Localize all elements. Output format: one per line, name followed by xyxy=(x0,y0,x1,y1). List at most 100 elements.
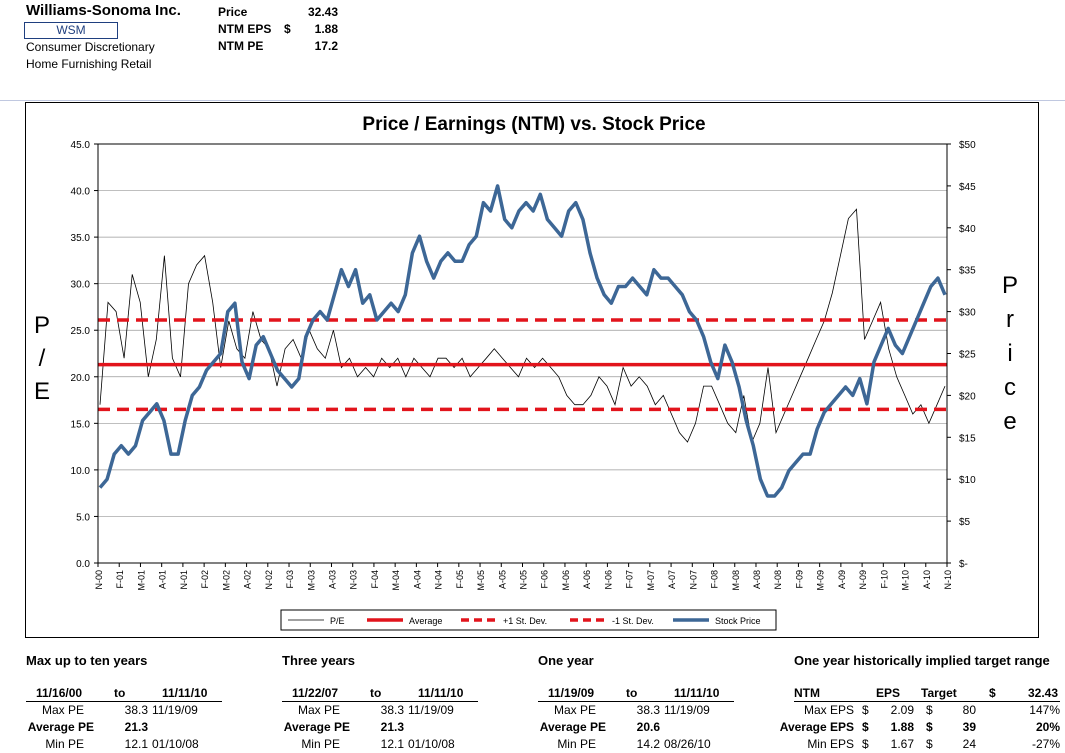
x-tick-label: M-01 xyxy=(136,570,146,591)
target-col-dollar: $ xyxy=(989,686,996,700)
x-tick-label: F-02 xyxy=(200,570,210,589)
left-tick-label: 45.0 xyxy=(71,140,91,151)
right-axis-title-char: i xyxy=(1007,340,1012,367)
x-tick-label: A-10 xyxy=(922,570,932,589)
sector-label: Consumer Discretionary xyxy=(26,40,155,54)
pe-value: 17.2 xyxy=(314,39,338,53)
x-tick-label: N-10 xyxy=(943,570,953,590)
x-tick-label: A-01 xyxy=(158,570,168,589)
x-tick-label: F-07 xyxy=(625,570,635,589)
target-row-cur2: $ xyxy=(926,703,933,717)
pe-table-max-date: 11/19/09 xyxy=(408,703,454,717)
x-tick-label: N-03 xyxy=(349,570,359,590)
pe-table-min-value: 12.1 xyxy=(124,737,148,751)
pe-table-max-value: 38.3 xyxy=(124,703,148,717)
x-tick-label: A-03 xyxy=(327,570,337,589)
x-tick-label: M-10 xyxy=(901,570,911,591)
pe-table-max-label: Max PE xyxy=(41,703,84,717)
divider xyxy=(0,100,1065,101)
chart-title: Price / Earnings (NTM) vs. Stock Price xyxy=(362,114,705,135)
right-axis-title-char: c xyxy=(1004,374,1016,401)
pe-table-min-label: Min PE xyxy=(557,737,596,751)
pe-table-title: Three years xyxy=(282,653,355,668)
pe-table-max-label: Max PE xyxy=(297,703,340,717)
x-tick-label: A-06 xyxy=(582,570,592,589)
pe-table-underline xyxy=(538,701,734,702)
legend-label: -1 St. Dev. xyxy=(612,616,654,626)
x-tick-label: M-08 xyxy=(731,570,741,591)
target-row-eps: 1.67 xyxy=(890,737,914,751)
target-row-eps: 2.09 xyxy=(890,703,914,717)
legend-label: +1 St. Dev. xyxy=(503,616,547,626)
right-tick-label: $25 xyxy=(959,350,976,361)
target-row-target: 39 xyxy=(962,720,976,734)
target-col-target: Target xyxy=(921,686,957,700)
target-row-pct: 20% xyxy=(1035,720,1060,734)
pe-table-avg-label: Average PE xyxy=(283,720,350,734)
x-tick-label: F-04 xyxy=(370,570,380,589)
right-tick-label: $10 xyxy=(959,475,976,486)
x-tick-label: F-05 xyxy=(455,570,465,589)
target-row-cur2: $ xyxy=(926,720,933,734)
pe-table-to: to xyxy=(370,686,382,700)
x-tick-label: A-04 xyxy=(412,570,422,589)
x-tick-label: A-05 xyxy=(497,570,507,589)
right-tick-label: $40 xyxy=(959,224,976,235)
target-underline xyxy=(794,701,1060,702)
target-row-pct: 147% xyxy=(1029,703,1060,717)
target-col-eps: EPS xyxy=(876,686,901,700)
pe-table-min-value: 14.2 xyxy=(636,737,660,751)
left-tick-label: 15.0 xyxy=(71,419,91,430)
pe-table-avg-label: Average PE xyxy=(539,720,606,734)
target-title: One year historically implied target ran… xyxy=(794,653,1050,668)
left-axis-title-char: / xyxy=(39,345,46,372)
pe-table-end: 11/11/10 xyxy=(162,686,208,700)
pe-table-min-label: Min PE xyxy=(45,737,84,751)
x-tick-label: F-01 xyxy=(115,570,125,589)
left-tick-label: 30.0 xyxy=(71,280,91,291)
pe-table-underline xyxy=(282,701,478,702)
target-col-ntm: NTM xyxy=(794,686,820,700)
price-value: 32.43 xyxy=(307,5,338,19)
target-row-target: 24 xyxy=(962,737,976,751)
pe-table-max-value: 38.3 xyxy=(380,703,404,717)
left-axis-title-char: E xyxy=(34,378,50,405)
right-tick-label: $20 xyxy=(959,391,976,402)
right-axis-title-char: e xyxy=(1003,408,1016,435)
x-tick-label: F-10 xyxy=(879,570,889,589)
x-tick-label: M-06 xyxy=(561,570,571,591)
price-label: Price xyxy=(218,5,248,19)
target-row-cur: $ xyxy=(862,703,869,717)
x-tick-label: N-09 xyxy=(858,570,868,590)
chart-area: Price / Earnings (NTM) vs. Stock Price 4… xyxy=(25,102,1039,638)
x-tick-label: F-08 xyxy=(710,570,720,589)
x-tick-label: F-09 xyxy=(794,570,804,589)
x-tick-label: A-07 xyxy=(667,570,677,589)
target-row-label: Max EPS xyxy=(803,703,854,717)
company-name: Williams-Sonoma Inc. xyxy=(26,2,181,19)
left-tick-label: 35.0 xyxy=(71,233,91,244)
legend-box xyxy=(280,609,777,631)
right-tick-label: $45 xyxy=(959,182,976,193)
right-axis-title-char: r xyxy=(1006,306,1014,333)
pe-table-max-date: 11/19/09 xyxy=(664,703,710,717)
x-tick-label: M-05 xyxy=(476,570,486,591)
target-row-label: Min EPS xyxy=(807,737,854,751)
pe-table-min-value: 12.1 xyxy=(380,737,404,751)
right-tick-label: $5 xyxy=(959,517,971,528)
x-tick-label: N-02 xyxy=(264,570,274,590)
x-tick-label: A-02 xyxy=(243,570,253,589)
pe-table-avg-value: 20.6 xyxy=(636,720,660,734)
left-tick-label: 5.0 xyxy=(76,512,90,523)
pe-table-end: 11/11/10 xyxy=(418,686,464,700)
x-tick-label: M-02 xyxy=(221,570,231,591)
target-row-eps: 1.88 xyxy=(890,720,914,734)
ticker-box[interactable]: WSM xyxy=(24,22,118,39)
pe-table-end: 11/11/10 xyxy=(674,686,720,700)
pe-table-to: to xyxy=(114,686,126,700)
industry-label: Home Furnishing Retail xyxy=(26,57,152,71)
pe-table-min-date: 01/10/08 xyxy=(152,737,199,751)
target-row-target: 80 xyxy=(962,703,976,717)
x-tick-label: N-07 xyxy=(688,570,698,590)
left-tick-label: 25.0 xyxy=(71,326,91,337)
